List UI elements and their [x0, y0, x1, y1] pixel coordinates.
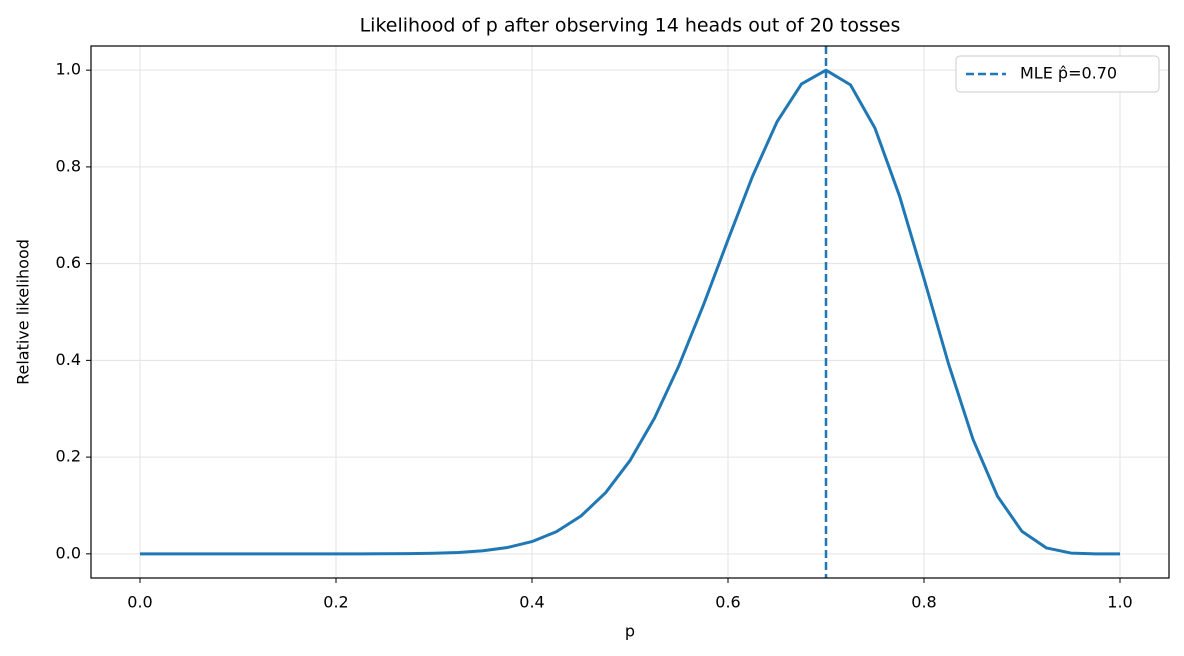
y-tick-label: 0.0 — [56, 543, 81, 562]
x-tick-label: 0.2 — [323, 593, 348, 612]
y-tick-label: 0.2 — [56, 447, 81, 466]
legend-box — [955, 55, 1160, 93]
y-axis-label: Relative likelihood — [14, 239, 33, 385]
y-tick-label: 0.6 — [56, 253, 81, 272]
x-tick-label: 0.4 — [519, 593, 544, 612]
x-tick-label: 0.6 — [715, 593, 740, 612]
y-tick-label: 1.0 — [56, 60, 81, 79]
likelihood-line — [140, 68, 1120, 556]
x-axis-label: p — [625, 622, 635, 641]
x-tick-label: 0.8 — [911, 593, 936, 612]
chart-title: Likelihood of p after observing 14 heads… — [360, 15, 901, 37]
legend-label: MLE p̂=0.70 — [1020, 64, 1117, 83]
x-tick-label: 0.0 — [127, 593, 152, 612]
x-tick-label: 1.0 — [1107, 593, 1132, 612]
y-tick-label: 0.8 — [56, 156, 81, 175]
plot-frame — [90, 45, 1170, 579]
y-tick-label: 0.4 — [56, 350, 81, 369]
